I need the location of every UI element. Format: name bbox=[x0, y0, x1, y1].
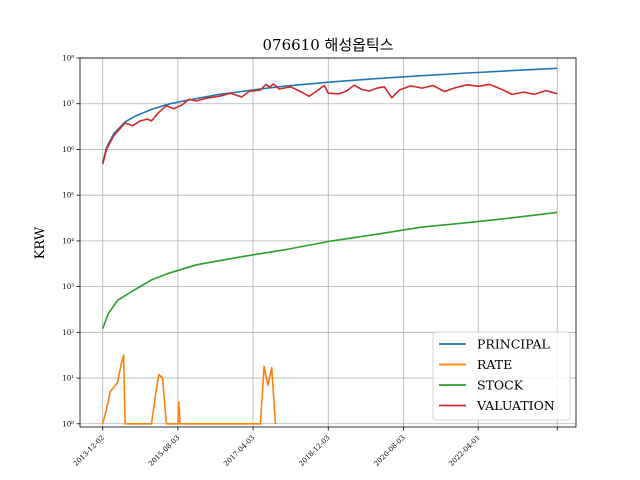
y-tick-label: 10⁸ bbox=[62, 55, 74, 63]
series-line-stock bbox=[101, 211, 558, 329]
plot-area bbox=[101, 67, 558, 425]
y-axis-label: KRW bbox=[33, 226, 48, 259]
y-tick-label: 10⁴ bbox=[62, 237, 74, 245]
series-line-rate bbox=[101, 354, 277, 425]
y-tick-label: 10⁵ bbox=[62, 192, 74, 200]
legend-entry-label: VALUATION bbox=[476, 398, 555, 413]
series-line-valuation bbox=[101, 83, 558, 165]
x-tick-label: 2013-12-02 bbox=[72, 434, 106, 468]
legend-entry-label: PRINCIPAL bbox=[477, 337, 550, 352]
y-tick-label: 10⁷ bbox=[62, 100, 74, 108]
legend-frame bbox=[432, 331, 571, 421]
x-tick-label: 2022-04-01 bbox=[447, 434, 481, 468]
legend-entry-label: RATE bbox=[477, 357, 512, 372]
legend-entry-label: STOCK bbox=[477, 378, 524, 393]
x-tick-label: 2015-08-03 bbox=[147, 434, 181, 468]
y-tick-label: 10³ bbox=[62, 283, 74, 291]
x-tick-label: 2020-08-03 bbox=[373, 434, 407, 468]
x-tick-label: 2018-12-03 bbox=[297, 434, 331, 468]
y-tick-label: 10⁶ bbox=[62, 146, 74, 154]
chart-title: 076610 해성옵틱스 bbox=[262, 36, 393, 54]
y-tick-label: 10² bbox=[62, 329, 74, 337]
y-tick-label: 10⁰ bbox=[62, 420, 74, 428]
series-line-principal bbox=[101, 67, 558, 164]
x-tick-label: 2017-04-03 bbox=[222, 434, 256, 468]
y-tick-label: 10¹ bbox=[62, 375, 74, 383]
legend: PRINCIPAL RATE STOCK VALUATION bbox=[432, 331, 571, 421]
